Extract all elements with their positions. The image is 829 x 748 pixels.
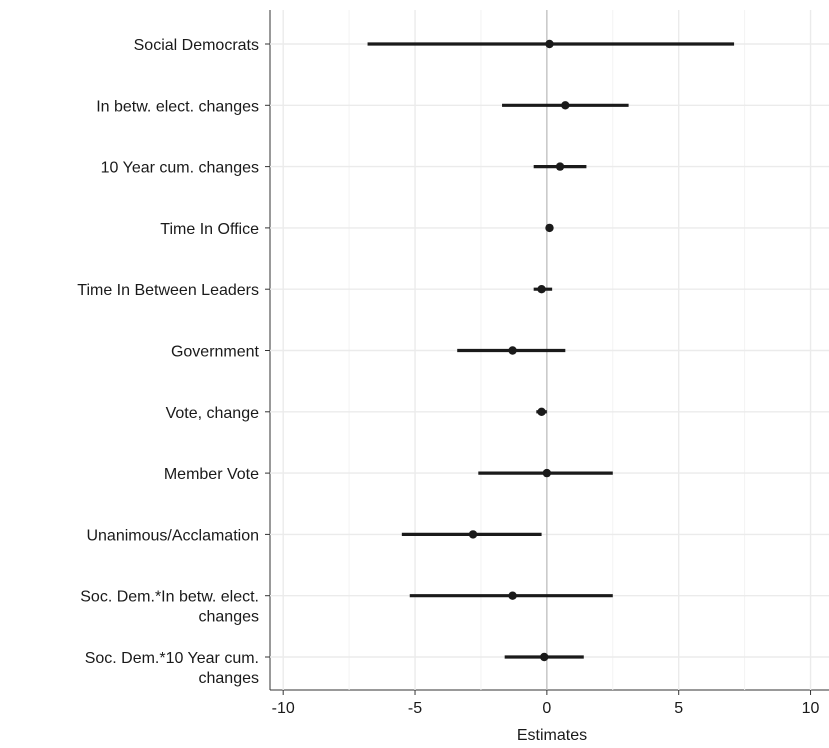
y-tick-label: Unanimous/Acclamation: [86, 527, 259, 544]
x-tick-label: -5: [408, 700, 422, 717]
point-estimate: [545, 223, 554, 233]
y-tick-label: Government: [171, 344, 260, 361]
point-estimate: [468, 530, 478, 539]
x-tick-label: -10: [272, 700, 295, 717]
y-tick-label: Social Democrats: [134, 37, 259, 54]
x-axis-title: Estimates: [517, 727, 587, 744]
y-tick-label: Member Vote: [164, 466, 259, 483]
x-axis: -10 -5 0 5 10: [272, 690, 820, 717]
y-tick-label: Time In Between Leaders: [77, 282, 259, 299]
y-tick-label: 10 Year cum. changes: [101, 160, 259, 177]
y-tick-label-line: Soc. Dem.*10 Year cum.: [85, 650, 259, 667]
point-estimate: [537, 407, 546, 416]
point-estimate: [555, 162, 565, 171]
point-estimate: [508, 346, 517, 355]
y-tick-label-line: Soc. Dem.*In betw. elect.: [80, 589, 259, 606]
point-estimate: [540, 652, 549, 662]
point-estimate: [542, 468, 552, 478]
y-tick-label: Time In Office: [160, 221, 259, 238]
point-estimate: [537, 285, 546, 294]
y-tick-label: Soc. Dem.*10 Year cum. changes: [85, 650, 259, 687]
point-estimates: [468, 39, 570, 662]
y-axis: Social Democrats In betw. elect. changes 1…: [77, 37, 270, 687]
x-tick-label: 5: [674, 700, 683, 717]
y-tick-label: Vote, change: [166, 405, 260, 422]
x-tick-label: 0: [542, 700, 551, 717]
point-estimate: [508, 591, 517, 600]
y-tick-label: Soc. Dem.*In betw. elect. changes: [80, 589, 259, 626]
y-tick-label-line: changes: [199, 670, 260, 687]
point-estimate: [545, 39, 554, 49]
point-estimate: [561, 101, 570, 110]
y-tick-label: In betw. elect. changes: [96, 98, 259, 115]
x-tick-label: 10: [802, 700, 820, 717]
y-tick-label-line: changes: [199, 609, 260, 626]
